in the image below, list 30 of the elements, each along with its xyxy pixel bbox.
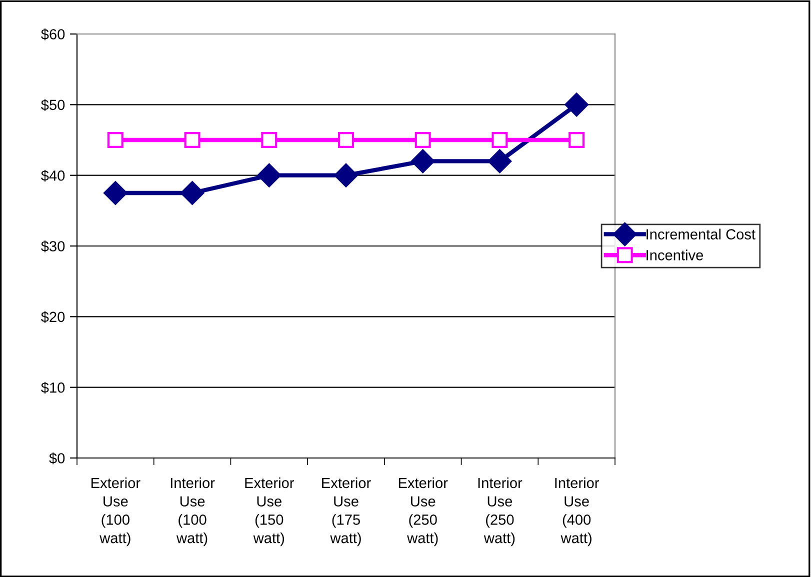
legend-label: Incremental Cost [646,228,756,240]
x-tick-label: Exterior Use (250 watt) [398,477,448,546]
point [107,132,124,148]
y-tick-label: $10 [41,382,65,394]
point [334,163,358,188]
point [568,132,585,148]
point [492,132,508,148]
y-tick-label: $20 [41,311,65,323]
x-tick-label: Exterior Use (100 watt) [92,477,140,546]
point [338,132,354,148]
y-tick-label: $60 [41,28,65,40]
x-tick-label: Exterior Use (150 watt) [245,477,294,546]
y-tick-label: $40 [41,170,65,182]
x-tick-label: Interior Use (250 watt) [478,477,522,546]
point [257,163,281,188]
point [411,149,435,174]
y-tick-label: $50 [41,99,65,111]
point [564,92,588,117]
y-tick-label: $0 [49,452,65,464]
x-tick-label: Exterior Use (175 watt) [322,477,371,546]
point [261,132,278,148]
point [104,181,128,205]
y-tick-label: $30 [41,240,65,252]
x-tick-label: Interior Use (400 watt) [555,477,600,546]
legend-label: Incentive [646,250,704,260]
point [180,181,204,205]
point [414,132,431,148]
point [184,132,200,148]
point [488,149,512,174]
x-tick-label: Interior Use (100 watt) [170,477,215,546]
